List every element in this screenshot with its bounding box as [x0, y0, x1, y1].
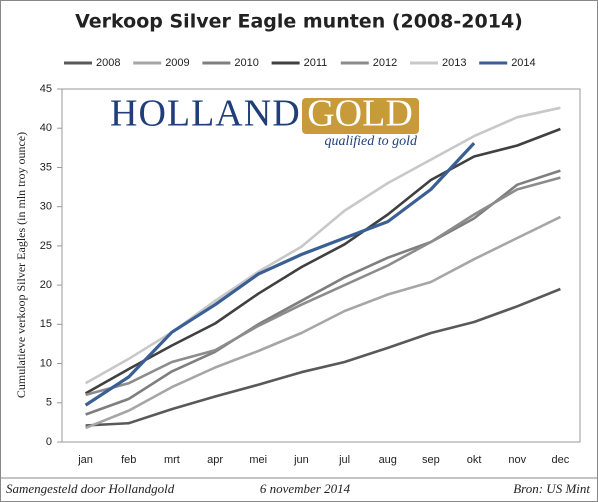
y-tick-label: 10	[40, 357, 52, 369]
y-tick-label: 40	[40, 122, 52, 134]
legend-label: 2011	[304, 57, 328, 69]
series-line	[84, 127, 561, 395]
logo-box	[302, 98, 419, 134]
series-line	[84, 142, 476, 407]
y-tick-label: 20	[40, 279, 52, 291]
chart-title: Verkoop Silver Eagle munten (2008-2014)	[75, 11, 523, 33]
y-tick-label: 25	[40, 240, 52, 252]
legend-label: 2013	[442, 57, 466, 69]
series-line	[85, 176, 561, 397]
logo: HOLLAND GOLD qualified to gold	[110, 93, 419, 149]
legend-label: 2008	[96, 57, 120, 69]
footer-right: Bron: US Mint	[513, 481, 590, 496]
series-line	[85, 169, 561, 416]
y-tick-label: 15	[40, 318, 52, 330]
x-tick-label: apr	[207, 454, 223, 466]
y-tick-label: 0	[46, 436, 52, 448]
legend-label: 2014	[511, 57, 535, 69]
x-tick-label: nov	[508, 454, 526, 466]
y-tick-label: 35	[40, 161, 52, 173]
x-tick-label: jun	[293, 454, 309, 466]
x-tick-label: okt	[467, 454, 482, 466]
series-line	[84, 106, 561, 385]
y-tick-label: 5	[46, 397, 52, 409]
x-tick-label: feb	[121, 454, 136, 466]
legend-label: 2012	[373, 57, 397, 69]
x-tick-label: aug	[379, 454, 397, 466]
footer-center: 6 november 2014	[260, 481, 351, 496]
series-line	[85, 287, 561, 427]
plot-area	[61, 88, 581, 443]
x-tick-label: dec	[552, 454, 570, 466]
x-tick-label: sep	[422, 454, 440, 466]
legend-label: 2009	[165, 57, 189, 69]
legend-label: 2010	[234, 57, 258, 69]
logo-highlight: GOLD	[307, 93, 413, 135]
y-axis-label: Cumulatieve verkoop Silver Eagles (in ml…	[14, 132, 28, 398]
logo-tagline: qualified to gold	[324, 134, 418, 149]
y-tick-label: 30	[40, 201, 52, 213]
x-tick-label: jan	[77, 454, 93, 466]
x-tick-label: jul	[338, 454, 350, 466]
footer-left: Samengesteld door Hollandgold	[6, 481, 175, 496]
y-tick-label: 45	[40, 83, 52, 95]
x-tick-label: mrt	[164, 454, 180, 466]
x-tick-label: mei	[249, 454, 267, 466]
logo-name: HOLLAND	[110, 93, 301, 135]
series-line	[85, 215, 561, 430]
